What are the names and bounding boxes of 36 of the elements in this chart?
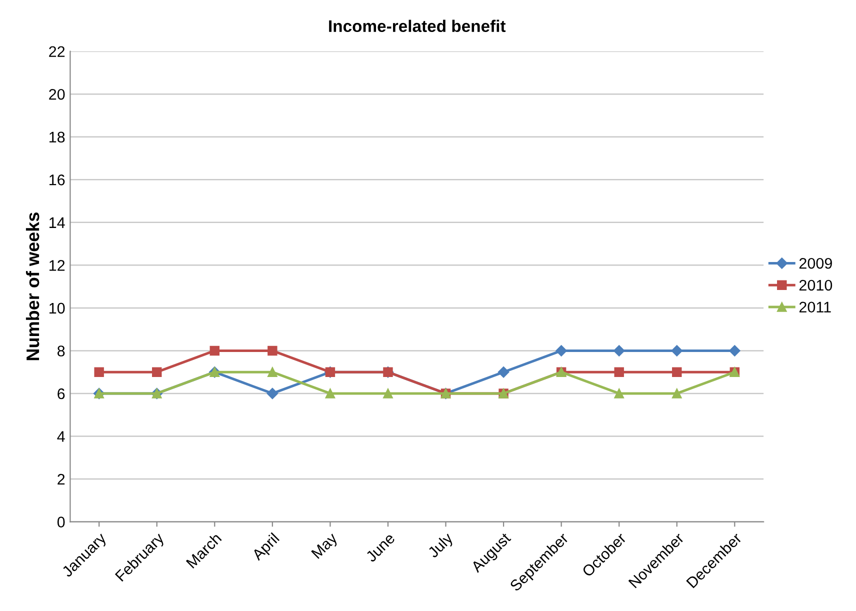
x-tick-label: May: [311, 532, 340, 562]
point: [613, 345, 625, 356]
point: [266, 388, 278, 400]
point: [729, 345, 740, 356]
point: [614, 367, 624, 377]
point: [672, 388, 682, 398]
point: [672, 367, 682, 377]
point: [268, 346, 278, 356]
y-tick-label: 22: [49, 46, 65, 57]
y-tick-label: 0: [57, 516, 65, 528]
point: [94, 367, 104, 377]
legend-label: 2011: [799, 302, 831, 313]
point: [152, 367, 162, 377]
x-tick-label: July: [426, 532, 456, 561]
point: [383, 388, 393, 398]
point: [210, 346, 220, 356]
y-tick-label: 8: [58, 346, 65, 356]
point: [671, 345, 682, 356]
y-tick-label: 20: [49, 88, 65, 100]
point: [556, 345, 567, 356]
y-axis-title: Number of weeks: [26, 212, 40, 360]
point: [614, 388, 624, 398]
chart-title: Income-related benefit: [329, 20, 506, 32]
y-tick-label: 2: [58, 474, 65, 485]
y-tick-label: 18: [50, 132, 65, 143]
point: [325, 388, 336, 398]
y-tick-label: 16: [50, 174, 65, 186]
y-tick-label: 6: [58, 388, 65, 400]
y-tick-label: 14: [50, 217, 65, 228]
y-tick-label: 4: [57, 431, 65, 442]
point: [268, 367, 278, 377]
legend-label: 2009: [799, 258, 832, 269]
y-tick-label: 10: [50, 302, 65, 314]
point: [498, 366, 510, 378]
y-tick-label: 12: [50, 260, 65, 271]
legend-label: 2010: [799, 280, 832, 291]
